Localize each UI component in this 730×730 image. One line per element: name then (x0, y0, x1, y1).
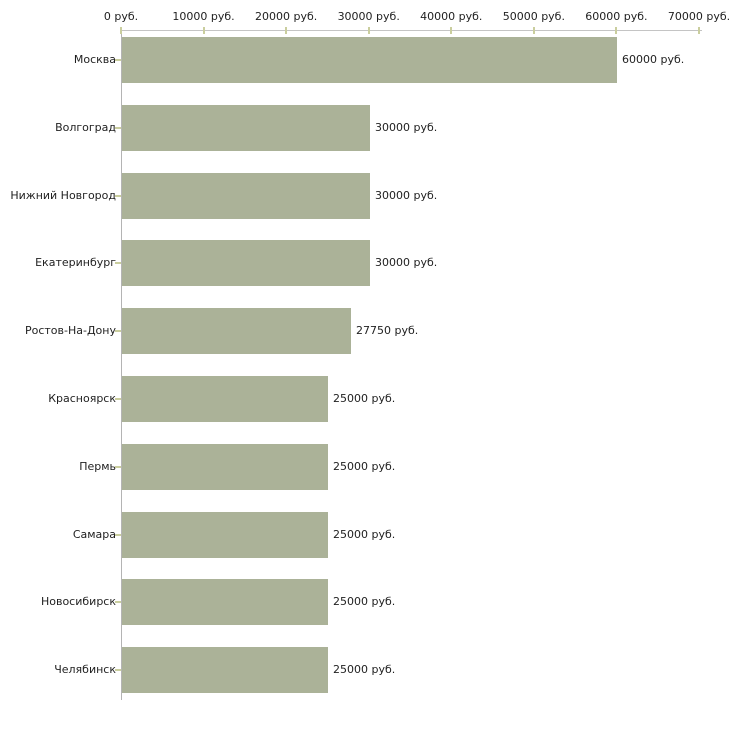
x-axis-tick-mark (202, 27, 205, 34)
x-axis-tick-label: 0 руб. (103, 10, 139, 23)
category-label: Самара (72, 527, 116, 541)
value-label: 30000 руб. (375, 256, 438, 270)
value-label: 30000 руб. (375, 188, 438, 202)
category-label: Москва (73, 53, 116, 66)
bar (122, 376, 328, 422)
category-tick-mark (115, 398, 121, 400)
x-axis-tick-label: 60000 руб. (585, 10, 648, 23)
value-label: 25000 руб. (333, 663, 396, 677)
x-axis-tick-label: 20000 руб. (255, 10, 318, 23)
value-label: 25000 руб. (333, 595, 396, 609)
x-axis-tick-label: 70000 руб. (667, 10, 730, 23)
x-axis-tick-mark (615, 27, 618, 34)
bar (122, 104, 370, 151)
bar (122, 240, 370, 287)
value-label: 27750 руб. (356, 324, 419, 338)
category-tick-mark (115, 533, 121, 536)
bar (122, 647, 328, 694)
x-axis-tick-label: 30000 руб. (337, 10, 400, 23)
category-label: Новосибирск (40, 595, 116, 609)
x-axis-tick-mark (120, 27, 122, 34)
x-axis-line (121, 30, 702, 31)
x-axis-tick-mark (698, 27, 700, 34)
category-tick-mark (115, 330, 121, 333)
category-tick-mark (115, 601, 121, 604)
x-axis-tick-label: 50000 руб. (502, 10, 565, 23)
bar (122, 172, 370, 219)
category-label: Волгоград (55, 120, 116, 134)
category-label: Пермь (79, 459, 116, 473)
x-axis-tick-mark (367, 27, 370, 34)
category-tick-mark (115, 59, 121, 61)
x-axis-tick-mark (450, 27, 453, 34)
category-tick-mark (115, 465, 121, 468)
x-axis-tick-label: 10000 руб. (172, 10, 235, 23)
category-label: Красноярск (48, 392, 116, 405)
category-label: Нижний Новгород (10, 188, 116, 202)
category-label: Екатеринбург (35, 256, 116, 270)
value-label: 25000 руб. (333, 527, 396, 541)
category-tick-mark (115, 126, 121, 129)
y-axis-line (121, 30, 122, 700)
value-label: 25000 руб. (333, 459, 396, 473)
category-label: Челябинск (54, 663, 116, 677)
category-tick-mark (115, 194, 121, 197)
x-axis-tick-mark (532, 27, 535, 34)
category-label: Ростов-На-Дону (24, 324, 116, 338)
bar (122, 308, 351, 355)
category-tick-mark (115, 262, 121, 265)
bar (122, 37, 617, 83)
bar (122, 579, 328, 626)
value-label: 30000 руб. (375, 120, 438, 134)
x-axis-tick-label: 40000 руб. (420, 10, 483, 23)
bar (122, 511, 328, 558)
x-axis-tick-mark (285, 27, 288, 34)
bar (122, 443, 328, 490)
value-label: 25000 руб. (333, 392, 396, 405)
value-label: 60000 руб. (622, 53, 685, 66)
category-tick-mark (115, 669, 121, 672)
